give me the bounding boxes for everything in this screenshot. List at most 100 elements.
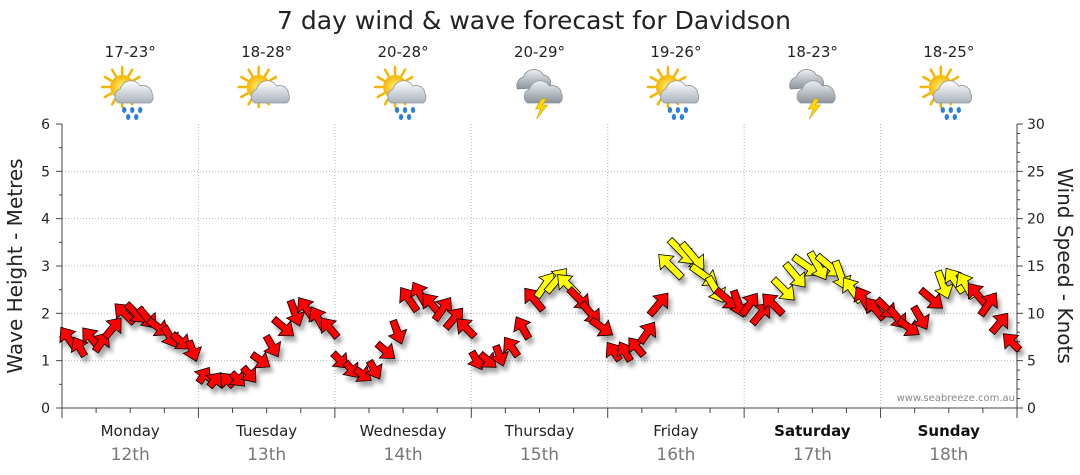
wind-arrow: [588, 316, 614, 337]
rain-drop: [683, 107, 689, 113]
sun-ray: [946, 68, 953, 77]
temperature-range-label: 18-28°: [241, 43, 292, 61]
left-tick-label: 1: [41, 354, 50, 370]
day-date-label: 17th: [793, 445, 832, 465]
sun-ray: [383, 68, 390, 77]
wind-arrow: [169, 331, 191, 350]
rain-drop: [679, 114, 685, 120]
wind-arrow: [918, 286, 943, 309]
sun-ray: [240, 92, 249, 99]
sun-ray: [127, 68, 134, 77]
left-tick-label: 0: [41, 401, 50, 417]
rain-drop: [134, 114, 139, 120]
right-tick-label: 15: [1027, 259, 1045, 275]
wind-arrow: [513, 316, 533, 341]
wind-arrow: [977, 292, 998, 318]
wind-arrow: [320, 317, 341, 340]
sun-ray: [240, 75, 249, 82]
sun-ray: [376, 75, 386, 82]
temperature-range-label: 17-23°: [105, 43, 156, 61]
day-name-label: Wednesday: [360, 422, 447, 440]
lightning-bolt: [807, 98, 821, 120]
day-name-label: Monday: [101, 422, 160, 440]
sun-ray: [649, 75, 658, 82]
wind-arrow: [646, 292, 669, 318]
wind-arrow: [101, 317, 122, 340]
sun-cloud-rain-icon: [373, 65, 427, 120]
left-axis-ticks: 0 1 2 3 4 5 6: [41, 117, 62, 417]
day-name-label: Thursday: [504, 422, 575, 440]
wind-arrow: [910, 304, 930, 330]
left-tick-label: 2: [41, 306, 50, 322]
wind-arrow: [270, 315, 295, 337]
wind-arrow: [489, 344, 509, 367]
wind-arrow: [456, 318, 478, 340]
wind-arrow: [477, 350, 497, 368]
rain-drop: [675, 107, 681, 113]
day-date-label: 14th: [384, 445, 423, 465]
wind-arrow: [182, 339, 202, 362]
grid-lines: [62, 124, 1017, 408]
sun-cloud-icon: [237, 65, 290, 109]
day-name-label: Saturday: [774, 422, 851, 440]
temperature-range-label: 19-26°: [650, 43, 701, 61]
left-axis-title: Wave Height - Metres: [3, 158, 27, 373]
wind-arrow: [330, 350, 349, 369]
right-tick-label: 0: [1027, 401, 1036, 417]
rain-drop: [398, 114, 404, 120]
temperature-range-label: 20-29°: [514, 43, 565, 61]
cloud: [387, 80, 427, 104]
left-tick-label: 6: [41, 117, 50, 133]
cloud: [251, 80, 290, 104]
temperature-range-label: 18-23°: [787, 43, 838, 61]
rain-drop: [394, 107, 400, 113]
day-date-label: 12th: [111, 445, 150, 465]
day-name-label: Tuesday: [235, 422, 297, 440]
rain-drop: [952, 114, 957, 120]
wind-arrow: [1002, 333, 1023, 353]
left-tick-label: 5: [41, 164, 50, 180]
cloud-storm-icon: [789, 69, 836, 120]
right-tick-label: 30: [1027, 117, 1045, 133]
rain-drop: [956, 107, 961, 113]
sun-ray: [376, 92, 386, 99]
wind-arrow: [636, 321, 657, 346]
rain-drop: [410, 107, 416, 113]
wind-arrow: [658, 254, 685, 281]
wind-arrow: [374, 340, 396, 359]
rain-drop: [940, 107, 945, 113]
wind-arrow: [934, 269, 954, 300]
rain-drop: [671, 114, 677, 120]
wind-arrow: [896, 316, 920, 337]
day-name-label: Sunday: [918, 422, 981, 440]
wind-arrow: [988, 312, 1009, 336]
left-tick-label: 4: [41, 212, 50, 228]
sun-cloud-rain-icon: [919, 65, 973, 120]
cloud-storm-icon: [516, 69, 563, 120]
rain-drop: [138, 107, 143, 113]
wind-arrow: [387, 318, 408, 345]
sun-ray: [922, 92, 931, 99]
rain-drop: [402, 107, 408, 113]
weather-icons: [100, 65, 973, 120]
left-tick-label: 3: [41, 259, 50, 275]
temperature-labels: 17-23° 18-28° 20-28° 20-29° 19-26° 18-23° 18-2…: [105, 43, 975, 61]
wind-arrow: [285, 298, 306, 327]
sun-ray: [132, 75, 141, 82]
cloud: [933, 80, 973, 104]
wind-arrow: [503, 336, 522, 359]
sun-ray: [929, 68, 936, 77]
wind-arrow: [782, 261, 806, 288]
cloud: [523, 80, 563, 104]
rain-drop: [130, 107, 135, 113]
sun-ray: [400, 68, 407, 77]
wind-arrow: [262, 333, 282, 358]
sun-ray: [247, 68, 254, 77]
sun-ray: [656, 68, 663, 77]
wind-arrow: [770, 276, 795, 301]
right-axis-ticks: 0 5 10 15 20 25 30: [1017, 117, 1045, 417]
sun-ray: [649, 92, 658, 99]
wind-arrow: [364, 358, 383, 380]
rain-drop: [948, 107, 953, 113]
